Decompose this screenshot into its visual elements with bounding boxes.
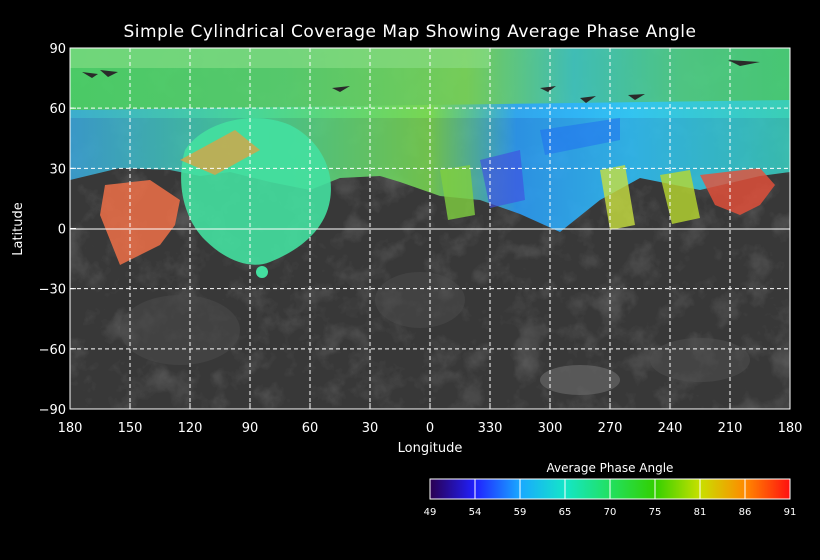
longitude-tick-label: 180 xyxy=(778,421,803,436)
colorbar-tick-label: 81 xyxy=(694,507,707,518)
colorbar: Average Phase Angle 49 54 59 65 70 75 81 86 91 xyxy=(424,461,797,518)
graticule xyxy=(70,48,790,409)
colorbar-dividers xyxy=(474,479,746,499)
coverage-gap xyxy=(540,86,556,92)
latitude-tick-label: 90 xyxy=(49,42,66,57)
coverage-north-band-highlight xyxy=(70,48,490,68)
colorbar-tick-label: 75 xyxy=(649,507,662,518)
colorbar-tick-label: 70 xyxy=(604,507,617,518)
y-axis-label: Latitude xyxy=(11,202,26,256)
colorbar-tick-label: 59 xyxy=(514,507,527,518)
latitude-tick-label: −60 xyxy=(39,343,66,358)
coverage-blue-streak xyxy=(540,118,620,155)
longitude-tick-label: 120 xyxy=(178,421,203,436)
terrain-feature xyxy=(120,295,240,365)
coverage-blue-wedge xyxy=(480,150,525,208)
coverage-gap xyxy=(580,96,596,103)
longitude-tick-label: 240 xyxy=(658,421,683,436)
coverage-green-wedge xyxy=(440,165,475,220)
latitude-tick-label: 30 xyxy=(49,162,66,177)
x-axis-label: Longitude xyxy=(398,441,463,456)
longitude-tick-label: 60 xyxy=(302,421,319,436)
latitude-tick-label: −90 xyxy=(39,403,66,418)
latitude-tick-label: −30 xyxy=(39,283,66,298)
longitude-tick-label: 330 xyxy=(478,421,503,436)
coverage-gap xyxy=(728,60,760,66)
longitude-tick-label: 30 xyxy=(362,421,379,436)
coverage-patch-fragment xyxy=(256,266,268,278)
terrain-feature xyxy=(375,272,465,328)
colorbar-tick-label: 54 xyxy=(469,507,482,518)
coverage-high-phase-east xyxy=(700,168,775,215)
colorbar-tick-label: 91 xyxy=(784,507,797,518)
longitude-tick-label: 210 xyxy=(718,421,743,436)
colorbar-tick-labels: 49 54 59 65 70 75 81 86 91 xyxy=(424,507,797,518)
axis-ticks xyxy=(69,47,791,410)
coverage-high-phase-west xyxy=(100,180,180,265)
longitude-tick-labels: 180 150 120 90 60 30 0 330 300 270 240 210 180 xyxy=(58,421,803,436)
map-area xyxy=(70,48,790,409)
coverage-gap xyxy=(628,94,645,100)
terrain-feature xyxy=(540,365,620,395)
latitude-tick-label: 0 xyxy=(58,223,66,238)
colorbar-tick-label: 65 xyxy=(559,507,572,518)
coverage-gap xyxy=(82,72,98,78)
colorbar-tick-label: 49 xyxy=(424,507,437,518)
terrain-feature xyxy=(650,338,750,382)
map-title: Simple Cylindrical Coverage Map Showing … xyxy=(123,22,697,42)
longitude-tick-label: 270 xyxy=(598,421,623,436)
coverage-orange-wedge xyxy=(180,130,260,175)
coverage-gap xyxy=(332,86,350,92)
longitude-tick-label: 300 xyxy=(538,421,563,436)
latitude-tick-label: 60 xyxy=(49,102,66,117)
coverage-yellow-wedge xyxy=(600,165,635,230)
coverage-gap xyxy=(100,70,118,77)
longitude-tick-label: 180 xyxy=(58,421,83,436)
latitude-tick-labels: 90 60 30 0 −30 −60 −90 xyxy=(39,42,66,418)
longitude-tick-label: 0 xyxy=(426,421,434,436)
colorbar-title: Average Phase Angle xyxy=(547,461,674,475)
longitude-tick-label: 90 xyxy=(242,421,259,436)
colorbar-tick-label: 86 xyxy=(739,507,752,518)
longitude-tick-label: 150 xyxy=(118,421,143,436)
